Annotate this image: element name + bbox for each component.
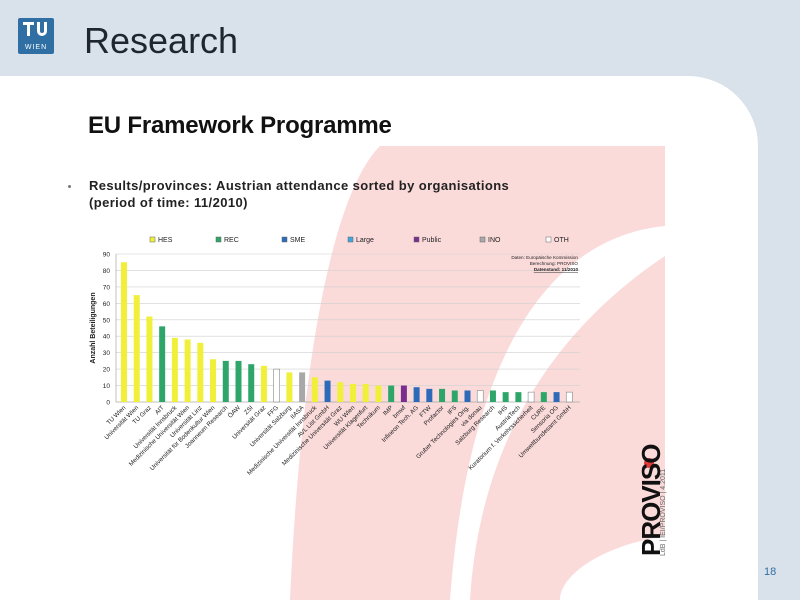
source-note: Daten: Europäische Kommission — [511, 255, 578, 260]
bar — [235, 360, 242, 402]
bar — [146, 316, 153, 402]
legend-label: HES — [158, 237, 173, 244]
bar — [299, 372, 306, 402]
legend-swatch — [545, 236, 552, 243]
svg-text:WIEN: WIEN — [25, 44, 47, 51]
bar — [324, 380, 331, 402]
bar — [222, 360, 229, 402]
y-axis-label: Anzahl Beteiligungen — [90, 292, 97, 363]
slide-title: Research — [84, 20, 239, 61]
legend-label: SME — [290, 237, 306, 244]
legend-label: INO — [488, 237, 501, 244]
legend-label: Public — [422, 237, 442, 244]
bar — [540, 392, 547, 402]
bar — [400, 385, 407, 402]
x-tick-label: ÖAW — [227, 404, 242, 419]
bar — [451, 390, 458, 402]
x-tick-label: AIT — [154, 404, 166, 416]
bar — [362, 383, 369, 402]
bar — [197, 342, 204, 402]
chart-title: Results/provinces: Austrian attendance s… — [89, 177, 509, 211]
bar — [159, 326, 166, 402]
legend-swatch — [215, 236, 222, 243]
y-tick-label: 0 — [106, 400, 110, 407]
bar — [515, 392, 522, 402]
bar — [413, 387, 420, 402]
bar — [184, 339, 191, 402]
bar — [350, 383, 356, 402]
y-tick-label: 90 — [103, 252, 111, 259]
header-band — [0, 0, 800, 78]
section-subtitle: EU Framework Programme — [88, 112, 392, 139]
tu-wien-logo: WIEN — [18, 18, 54, 54]
chart-title-line-1: Results/provinces: Austrian attendance s… — [89, 178, 510, 193]
bar — [273, 368, 280, 403]
proviso-subtext: LdB | IEI/PROVISO | 4.2011 — [660, 468, 667, 556]
legend-label: REC — [224, 237, 239, 244]
bar — [565, 391, 573, 403]
y-tick-label: 50 — [103, 317, 111, 324]
proviso-dot-icon — [644, 458, 654, 468]
y-tick-label: 30 — [103, 350, 111, 357]
y-tick-label: 40 — [103, 334, 111, 341]
bar — [439, 388, 446, 402]
x-tick-label: IFS — [446, 404, 458, 416]
y-tick-label: 20 — [103, 367, 111, 374]
bar — [464, 390, 471, 402]
y-tick-label: 60 — [103, 301, 111, 308]
y-tick-label: 80 — [103, 268, 111, 275]
bar — [388, 385, 395, 402]
source-note: Datenstand: 11/2010 — [534, 267, 579, 272]
y-tick-label: 70 — [103, 284, 111, 291]
bar — [476, 390, 484, 403]
legend-label: OTH — [554, 237, 569, 244]
legend-swatch — [347, 236, 354, 243]
bar — [502, 392, 509, 402]
background-shape — [290, 146, 665, 600]
x-tick-label: ZSI — [243, 404, 255, 416]
chart-title-line-2: (period of time: 11/2010) — [89, 195, 248, 210]
source-note: Berechnung: PROVISO — [530, 261, 579, 266]
bar — [337, 382, 344, 402]
legend-swatch — [479, 236, 486, 243]
legend-swatch — [281, 236, 288, 243]
legend-swatch — [413, 236, 420, 243]
bar — [210, 359, 217, 402]
bar — [426, 388, 433, 402]
page-number: 18 — [764, 566, 777, 578]
bar — [248, 364, 255, 402]
y-tick-label: 10 — [103, 383, 111, 390]
bullet-dot — [68, 185, 71, 188]
bar — [553, 392, 560, 402]
legend-label: Large — [356, 237, 374, 244]
bar — [311, 377, 318, 402]
bar — [527, 391, 535, 403]
bar — [121, 262, 127, 402]
bar-chart: HES REC SME Large Public INO OTH 0 10 20 30 40 50 60 7… — [90, 236, 580, 477]
bar — [286, 372, 293, 402]
bar — [489, 390, 496, 402]
bar — [260, 365, 267, 402]
bar — [375, 385, 382, 402]
bar — [171, 337, 178, 402]
legend-swatch — [149, 236, 156, 243]
bar — [133, 295, 140, 402]
